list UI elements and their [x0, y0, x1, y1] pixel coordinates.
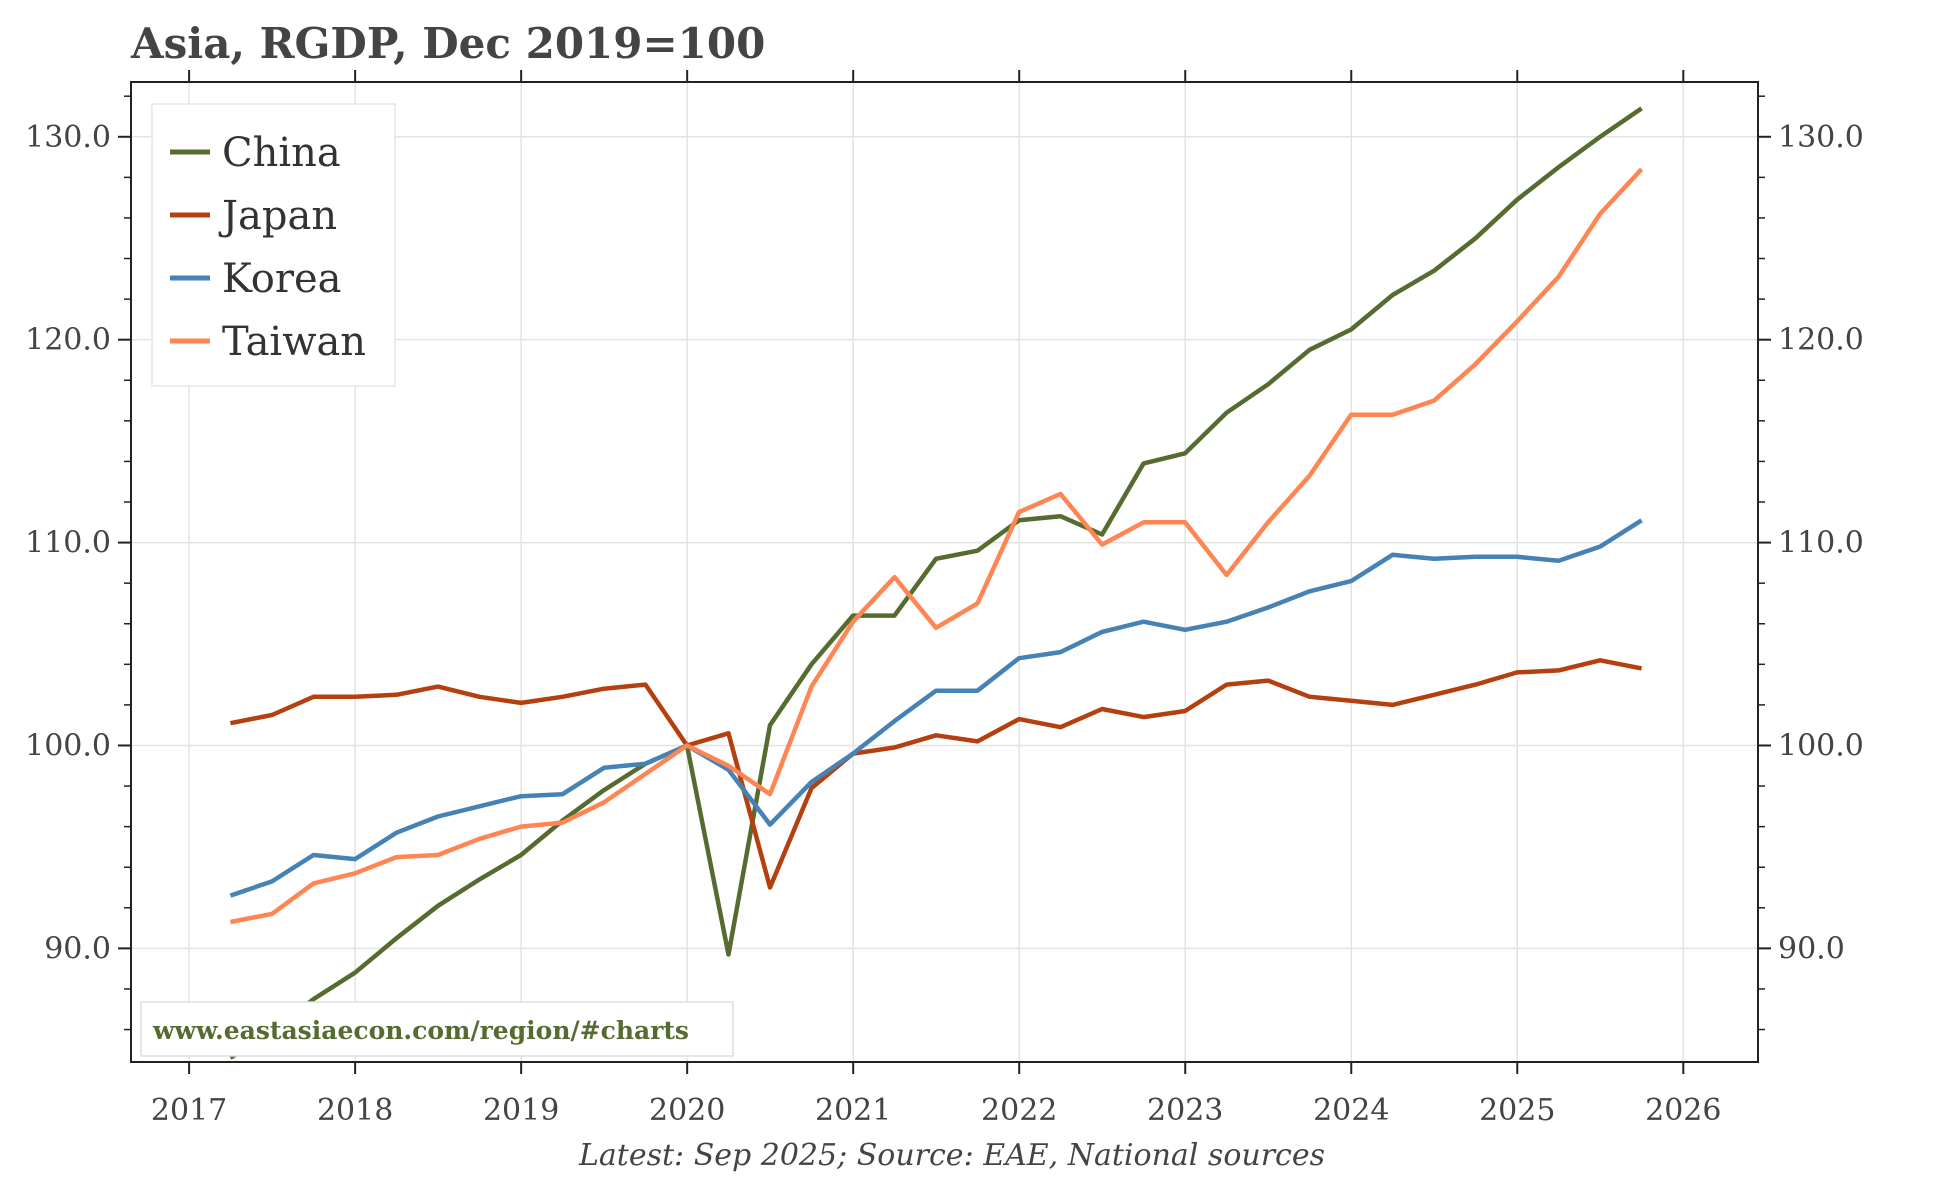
watermark-text: www.eastasiaecon.com/region/#charts	[152, 1016, 689, 1045]
watermark-box: www.eastasiaecon.com/region/#charts	[140, 1001, 734, 1057]
legend-label: Japan	[218, 193, 337, 239]
series-line-taiwan	[229, 167, 1644, 925]
y-tick-label: 100.0	[25, 728, 111, 763]
y-tick-label-right: 130.0	[1778, 120, 1864, 155]
legend-label: Korea	[222, 256, 342, 302]
y-tick-label: 130.0	[25, 120, 111, 155]
x-tick-label: 2026	[1645, 1093, 1721, 1128]
y-tick-label-right: 120.0	[1778, 323, 1864, 358]
chart-caption: Latest: Sep 2025; Source: EAE, National …	[578, 1138, 1325, 1173]
series-line-korea	[229, 518, 1643, 898]
y-tick-label: 110.0	[25, 526, 111, 561]
series-line-china	[229, 106, 1643, 1060]
legend: China Japan Korea Taiwan	[151, 103, 396, 387]
grid-lines	[131, 82, 1758, 1062]
y-tick-label-right: 100.0	[1778, 728, 1864, 763]
x-tick-label: 2023	[1147, 1093, 1223, 1128]
x-tick-label: 2019	[483, 1093, 559, 1128]
series-line-japan	[229, 658, 1643, 890]
y-tick-label-right: 90.0	[1778, 931, 1845, 966]
x-tick-label: 2021	[815, 1093, 891, 1128]
y-tick-label-right: 110.0	[1778, 526, 1864, 561]
y-tick-label: 120.0	[25, 323, 111, 358]
x-tick-label: 2024	[1313, 1093, 1389, 1128]
x-tick-label: 2022	[981, 1093, 1057, 1128]
y-tick-label: 90.0	[44, 931, 111, 966]
x-tick-label: 2020	[649, 1093, 725, 1128]
chart-title: Asia, RGDP, Dec 2019=100	[130, 19, 765, 68]
x-tick-label: 2018	[317, 1093, 393, 1128]
series-lines	[229, 106, 1644, 1060]
legend-label: Taiwan	[222, 319, 366, 365]
x-tick-label: 2017	[151, 1093, 227, 1128]
x-tick-label: 2025	[1479, 1093, 1555, 1128]
legend-label: China	[222, 130, 341, 176]
axis-ticks: 2017 2018 2019 2020 2021 2022 2023 2024 2025 2026…	[25, 70, 1864, 1128]
plot-frame	[130, 81, 1759, 1063]
